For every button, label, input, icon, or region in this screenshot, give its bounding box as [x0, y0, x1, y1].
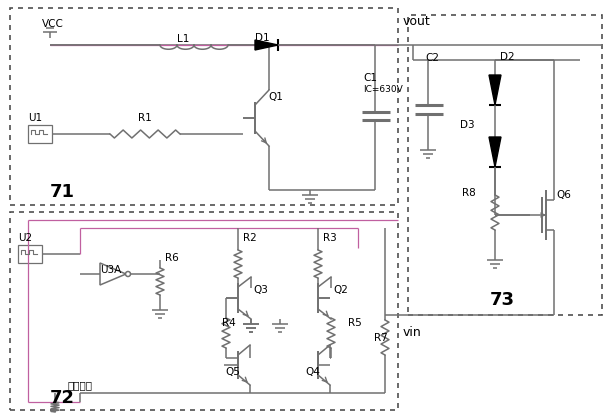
Text: Q5: Q5	[226, 367, 241, 377]
Text: R5: R5	[348, 318, 362, 328]
Text: R2: R2	[243, 233, 257, 243]
Text: vout: vout	[403, 16, 431, 28]
Text: D1: D1	[255, 33, 269, 43]
Text: C1: C1	[363, 73, 377, 83]
Circle shape	[125, 272, 130, 277]
Text: C2: C2	[425, 53, 439, 63]
Text: R7: R7	[374, 333, 388, 343]
Text: R4: R4	[222, 318, 236, 328]
Bar	[28, 125, 52, 143]
Text: Q6: Q6	[556, 190, 571, 200]
Text: Q2: Q2	[333, 285, 348, 295]
Polygon shape	[489, 137, 501, 167]
Text: R6: R6	[165, 253, 179, 263]
Text: Q1: Q1	[268, 92, 283, 102]
Bar	[18, 245, 42, 263]
Text: 电极输出: 电极输出	[68, 380, 93, 390]
Polygon shape	[489, 75, 501, 105]
Text: 71: 71	[50, 183, 75, 201]
Text: R3: R3	[323, 233, 337, 243]
Text: VCC: VCC	[42, 19, 64, 29]
Text: U1: U1	[28, 113, 42, 123]
Text: L1: L1	[177, 34, 189, 44]
Text: R1: R1	[138, 113, 152, 123]
Text: Q3: Q3	[253, 285, 268, 295]
Polygon shape	[255, 40, 278, 50]
Text: Q4: Q4	[305, 367, 321, 377]
Text: vin: vin	[403, 326, 422, 339]
Text: IC=630V: IC=630V	[363, 85, 403, 95]
Text: D3: D3	[460, 120, 475, 130]
Text: 73: 73	[490, 291, 515, 309]
Text: D2: D2	[500, 52, 515, 62]
Polygon shape	[100, 263, 126, 285]
Text: U3A: U3A	[100, 265, 121, 275]
Text: 72: 72	[50, 389, 75, 407]
Text: U2: U2	[18, 233, 32, 243]
Text: R8: R8	[462, 188, 476, 198]
